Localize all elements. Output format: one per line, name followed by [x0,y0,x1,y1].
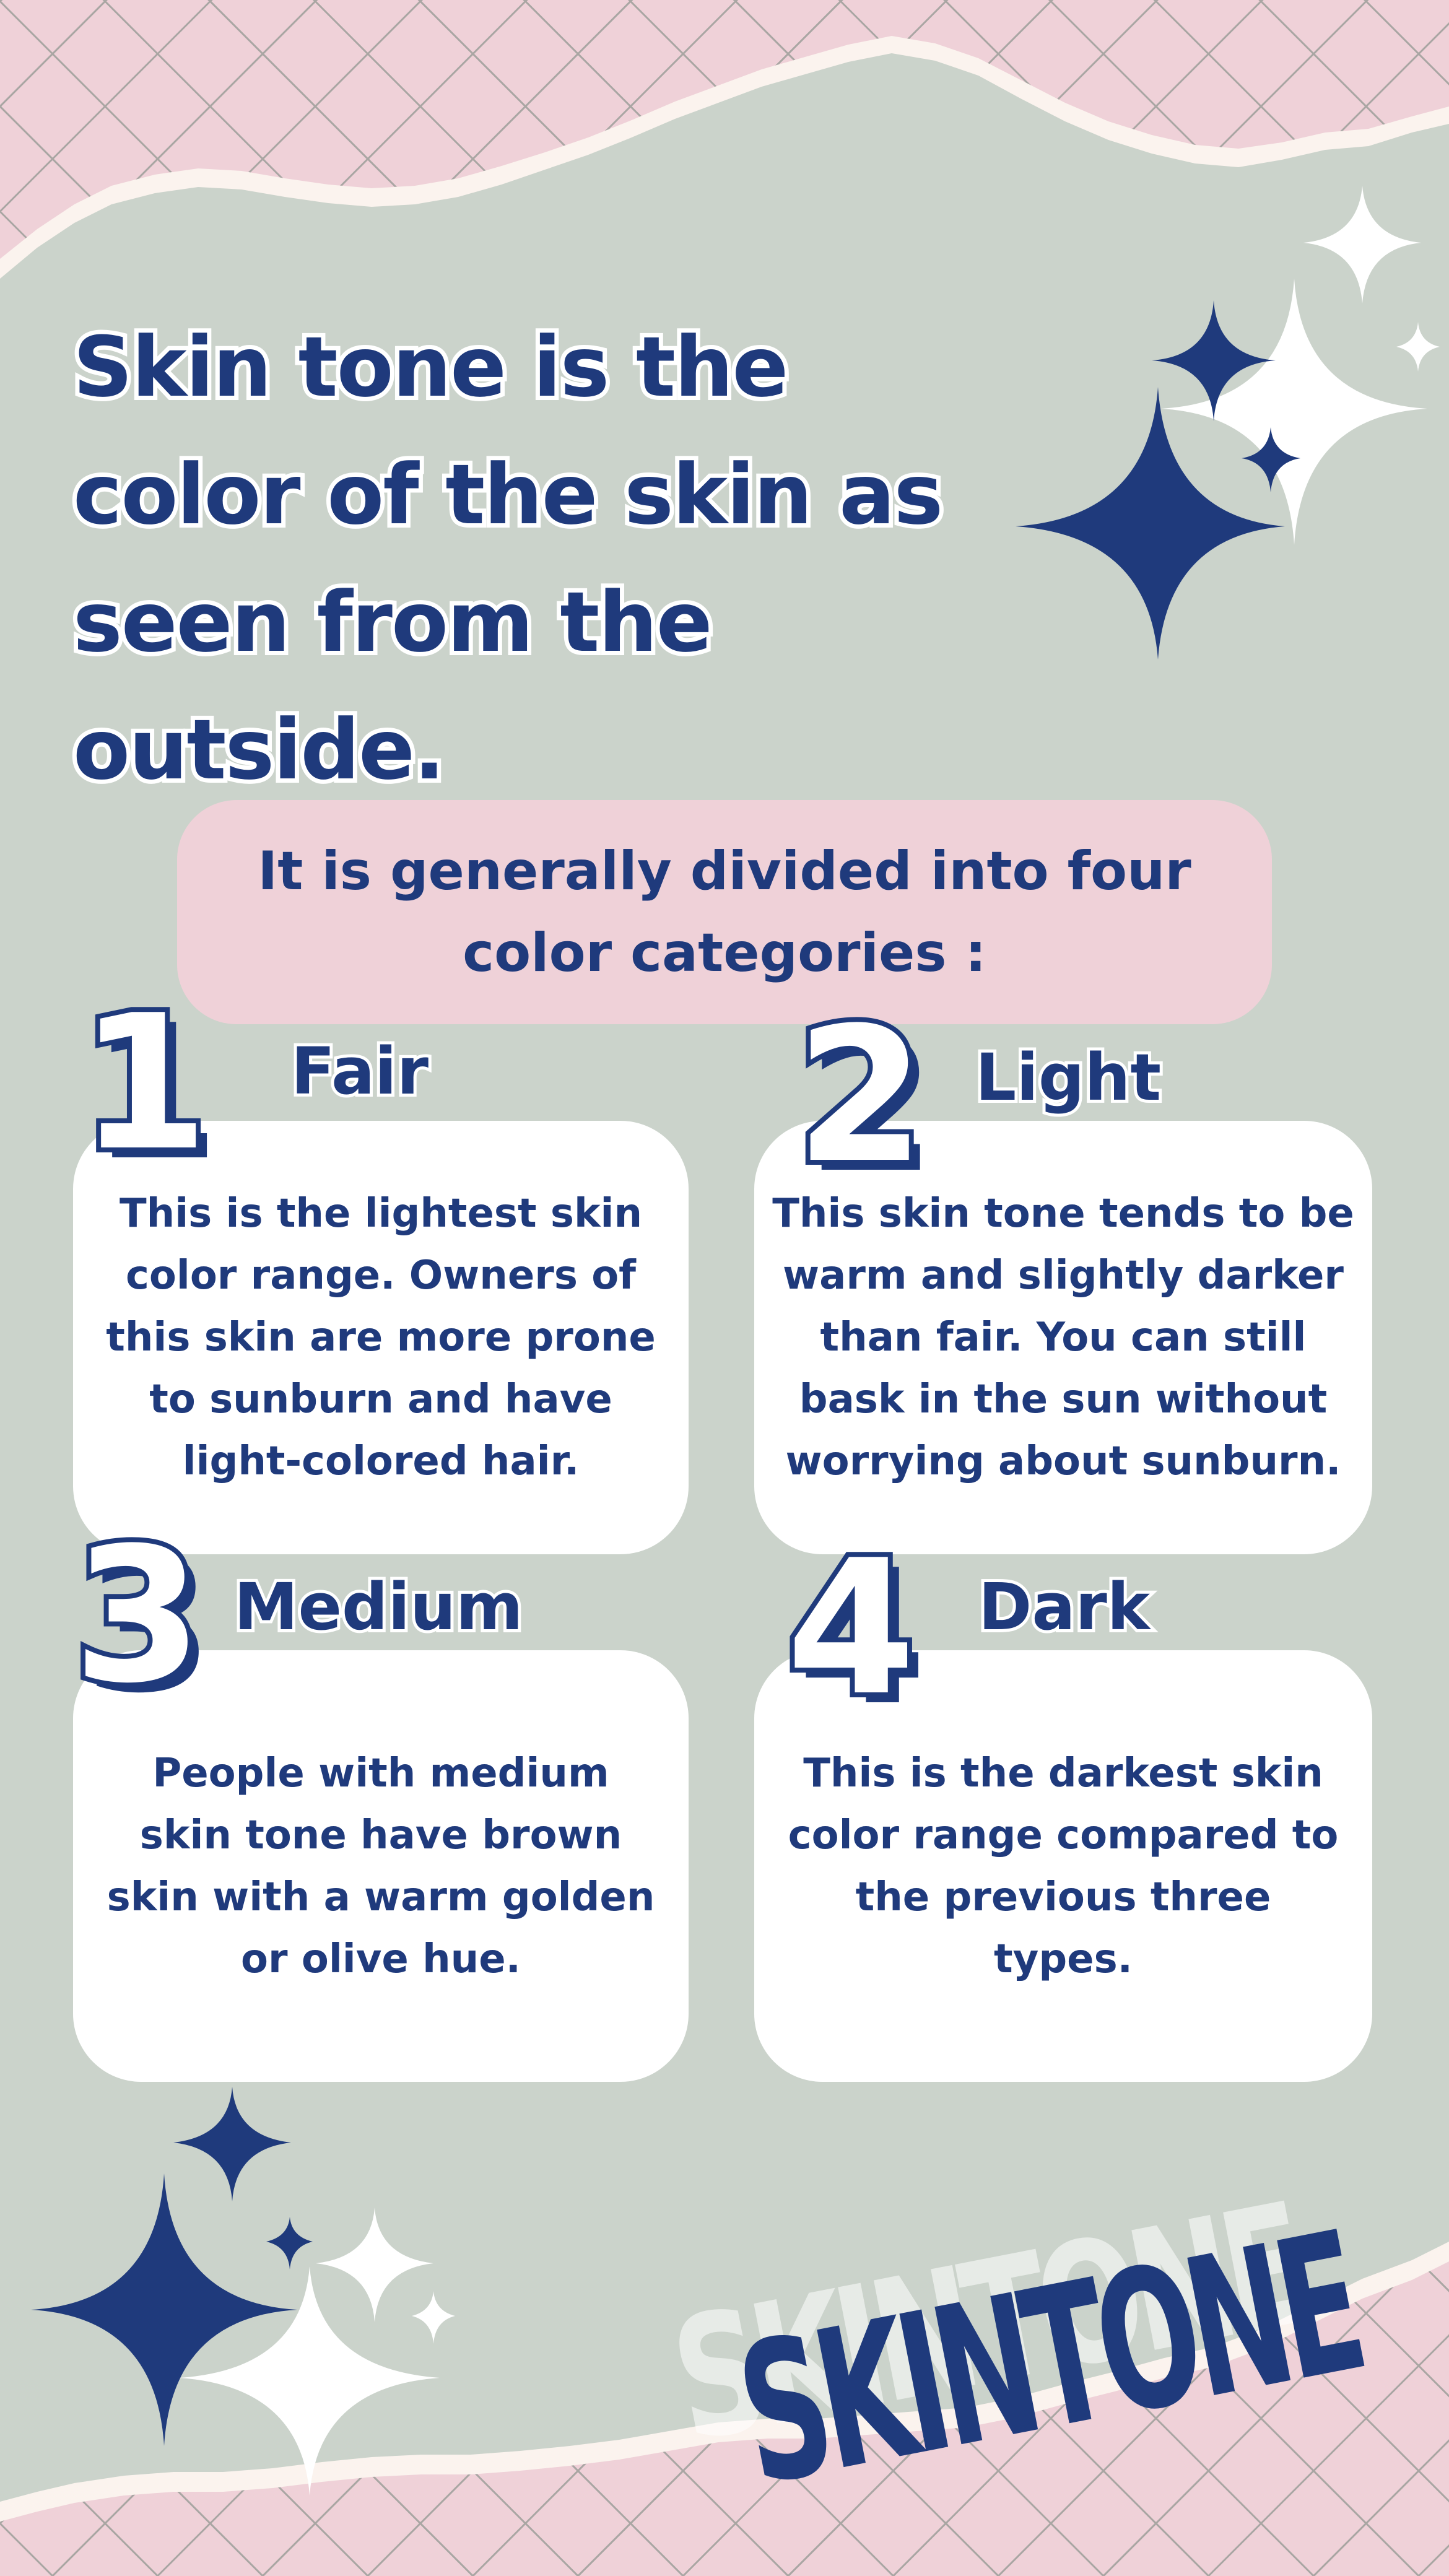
sparkle-icon [1161,279,1427,545]
sparkle-icon [1303,186,1421,303]
category-title-medium: Medium [231,1567,526,1647]
sparkle-icon [1152,300,1276,421]
subtitle-pill: It is generally divided into four color … [177,800,1272,1024]
card-fair-description: This is the lightest skin color range. O… [106,1191,656,1484]
number-3: 3 [68,1508,207,1724]
subtitle: It is generally divided into four color … [258,840,1191,984]
sparkle-icon [1396,322,1440,372]
top-paper [0,0,1449,259]
card-medium: People with medium skin tone have brown … [73,1650,689,2082]
sparkle-icon [31,2174,297,2446]
sparkle-icon [1242,427,1300,492]
number-4: 4 [781,1520,921,1736]
bottom-paper [0,2261,1449,2576]
category-title-light: Light [972,1037,1164,1118]
sparkle-icon [266,2217,313,2269]
headline: Skin tone is the color of the skin as se… [69,315,947,803]
card-light: This skin tone tends to be warm and slig… [754,1121,1372,1554]
category-title-dark: Dark [975,1567,1153,1647]
sparkle-icon [1016,387,1285,659]
card-medium-description: People with medium skin tone have brown … [107,1750,655,1982]
sparkle-icon [173,2087,291,2201]
sparkle-icon [180,2266,440,2496]
card-dark: This is the darkest skin color range com… [754,1650,1372,2082]
sparkle-icon [412,2291,455,2344]
category-title-fair: Fair [288,1031,432,1112]
number-1: 1 [74,975,214,1191]
card-light-description: This skin tone tends to be warm and slig… [772,1191,1354,1484]
card-fair: This is the lightest skin color range. O… [73,1121,689,1554]
number-2: 2 [791,988,930,1204]
sparkle-icon [316,2208,433,2322]
card-dark-description: This is the darkest skin color range com… [788,1750,1339,1982]
